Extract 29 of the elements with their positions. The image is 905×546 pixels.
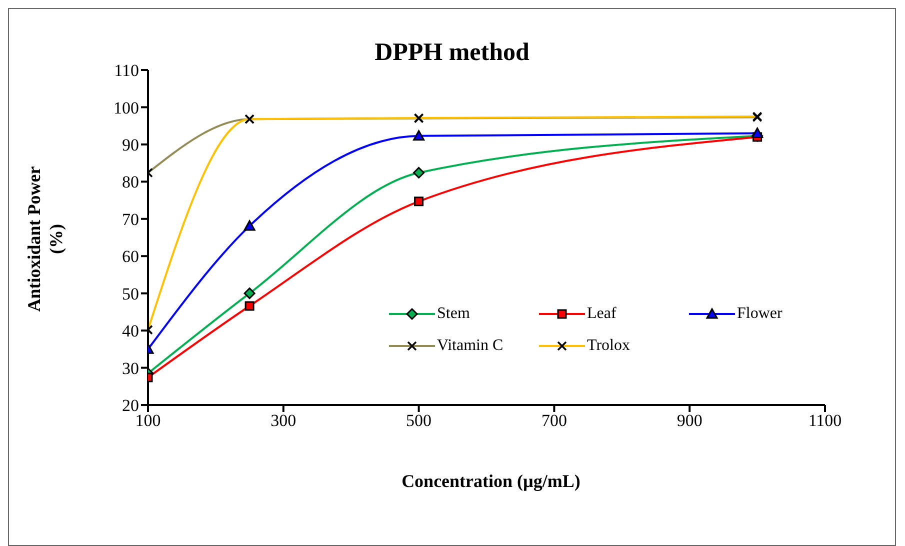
x-tick-label: 300 (270, 411, 296, 430)
x-tick-label: 1100 (808, 411, 842, 430)
point (413, 130, 425, 141)
x-tick-label: 900 (676, 411, 702, 430)
point (752, 128, 764, 138)
chart-title: DPPH method (374, 39, 530, 66)
y-tick-label: 60 (122, 247, 139, 266)
y-tick-label: 40 (122, 322, 139, 341)
y-tick-label: 70 (122, 210, 139, 229)
y-tick-label: 90 (122, 135, 139, 154)
legend-label: Leaf (587, 305, 616, 323)
x-tick-label: 500 (406, 411, 432, 430)
point (413, 166, 425, 178)
legend-label: Stem (437, 305, 470, 323)
point (244, 288, 256, 300)
y-tick-label: 50 (122, 284, 139, 304)
x-tick-label: 700 (541, 411, 567, 430)
x-axis-title: Concentration (µg/mL) (400, 471, 582, 492)
point (244, 301, 254, 311)
point (244, 220, 256, 231)
y-tick-label: 110 (114, 61, 139, 80)
legend-label: Flower (737, 305, 782, 323)
y-tick-label: 30 (122, 358, 139, 378)
legend-label: Vitamin C (437, 337, 504, 355)
legend-label: Trolox (587, 337, 630, 355)
y-tick-label: 80 (122, 172, 139, 192)
point (414, 196, 424, 206)
y-axis-title: Antioxidant Power (%) (23, 166, 67, 312)
y-tick-label: 100 (114, 98, 139, 118)
